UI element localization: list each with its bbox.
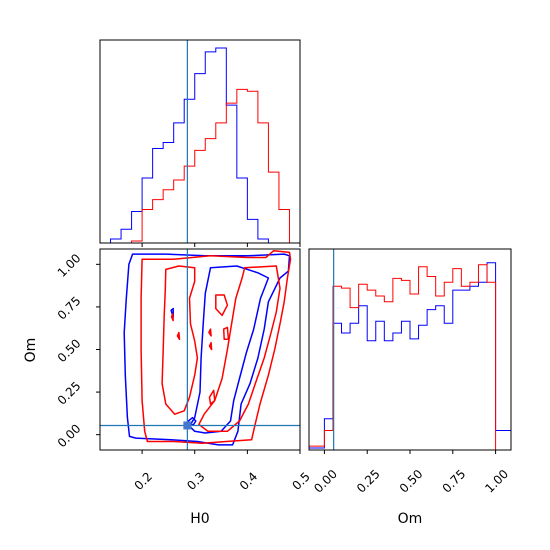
om-histogram-series-0 — [308, 262, 511, 450]
h0-xtick-label-1: 0.3 — [184, 469, 207, 492]
truth-marker — [183, 421, 192, 430]
x-axis-label-om: Om — [398, 511, 423, 527]
contour-red-outer — [140, 249, 292, 444]
om-ytick-label-4: 1.00 — [55, 251, 84, 280]
contour-blue-middle — [188, 265, 270, 434]
om-ytick-label-0: 0.00 — [55, 421, 84, 450]
om-xtick-label-1: 0.25 — [354, 467, 383, 496]
h0-histogram-series-1 — [100, 88, 290, 244]
om-marginal-frame — [308, 248, 512, 451]
h0-marginal-panel — [99, 39, 301, 247]
contour-red-inner-d — [208, 328, 212, 337]
om-xtick-label-3: 0.75 — [440, 467, 469, 496]
contour-red-inner-e — [208, 341, 213, 351]
h0-xtick-label-3: 0.5 — [289, 469, 312, 492]
h0-om-contour-panel: 0.2 0.3 0.4 0.5 0.00 0.25 0.50 0.75 1.00 H0 Om — [23, 248, 313, 527]
om-xtick-label-0: 0.00 — [311, 467, 340, 496]
contour-red-middle — [161, 265, 199, 415]
x-axis-label-h0: H0 — [190, 511, 209, 527]
h0-xtick-label-0: 0.2 — [132, 469, 155, 492]
y-axis-label-om: Om — [23, 338, 39, 363]
om-histogram-series-1 — [308, 264, 511, 451]
om-xtick-label-4: 1.00 — [482, 467, 511, 496]
contour-blue-outer — [123, 253, 291, 446]
h0-marginal-frame — [99, 39, 301, 244]
om-marginal-panel: 0.00 0.25 0.50 0.75 1.00 Om — [308, 248, 512, 527]
contour-red-inner-h — [170, 312, 174, 322]
om-ytick-label-2: 0.50 — [55, 336, 84, 365]
om-ytick-label-3: 0.75 — [55, 294, 84, 323]
om-xtick-label-2: 0.50 — [397, 467, 426, 496]
contour-red-inner-c — [222, 326, 230, 341]
contour-red-inner-b — [208, 389, 216, 405]
contour-frame — [99, 248, 301, 451]
om-ytick-label-1: 0.25 — [55, 379, 84, 408]
contour-red-inner-a — [215, 294, 229, 317]
h0-xtick-label-2: 0.4 — [237, 469, 260, 492]
h0-histogram-series-0 — [100, 47, 290, 244]
contour-red-inner-f — [176, 331, 181, 341]
contour-red-right-lobe — [198, 265, 281, 433]
